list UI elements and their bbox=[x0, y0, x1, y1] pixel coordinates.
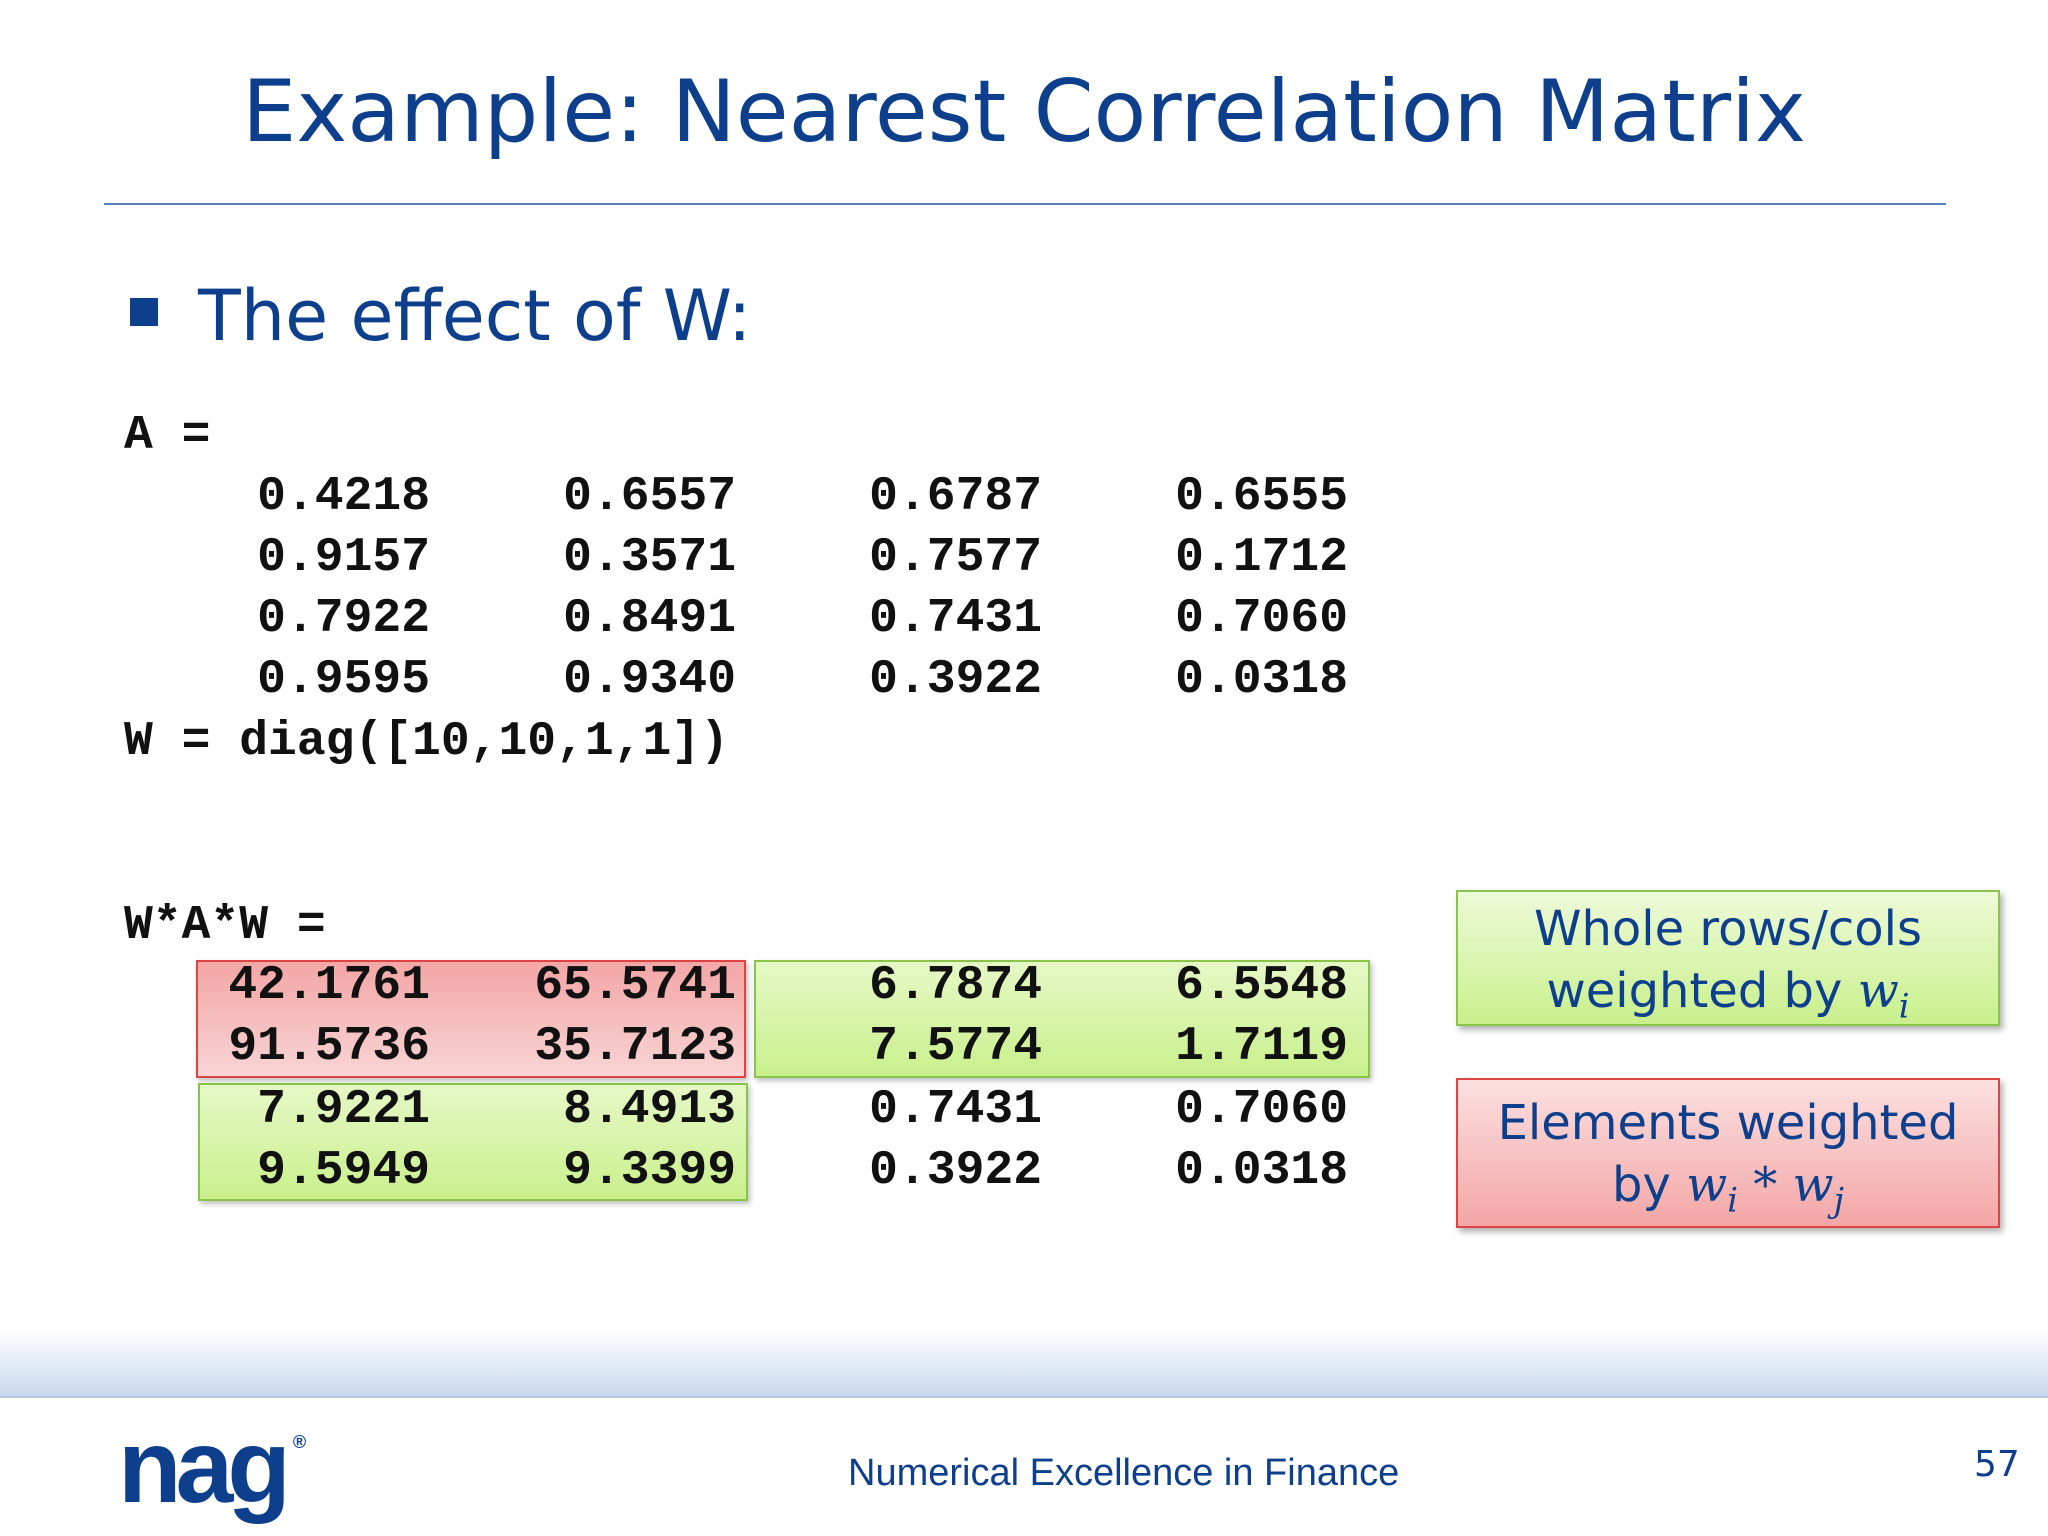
matrix-a-cell: 0.7060 bbox=[1175, 592, 1348, 646]
matrix-wawp-cell: 6.7874 bbox=[869, 959, 1042, 1013]
matrix-a-cell: 0.9340 bbox=[563, 653, 736, 707]
matrix-wawp-cell: 9.3399 bbox=[563, 1144, 736, 1198]
matrix-wawp-cell: 65.5741 bbox=[534, 959, 736, 1013]
matrix-wawp-cell: 0.7060 bbox=[1175, 1083, 1348, 1137]
callout-rows-cols-line1: Whole rows/cols bbox=[1534, 901, 1922, 957]
matrix-a-cell: 0.3922 bbox=[869, 653, 1042, 707]
matrix-a-cell: 0.7577 bbox=[869, 531, 1042, 585]
matrix-a-cell: 0.3571 bbox=[563, 531, 736, 585]
bullet-square-icon bbox=[130, 298, 158, 326]
highlight-block-green-bottom-left bbox=[198, 1083, 748, 1201]
matrix-wawp-cell: 0.0318 bbox=[1175, 1144, 1348, 1198]
callout-rows-cols-line2: weighted by wi bbox=[1458, 960, 1998, 1038]
slide-title: Example: Nearest Correlation Matrix bbox=[242, 62, 1806, 162]
matrix-a-cell: 0.1712 bbox=[1175, 531, 1348, 585]
matrix-a-cell: 0.6787 bbox=[869, 470, 1042, 524]
matrix-wawp-cell: 0.7431 bbox=[869, 1083, 1042, 1137]
callout-elements-text: by bbox=[1611, 1157, 1687, 1213]
math-wi: wi bbox=[1857, 963, 1910, 1026]
registered-mark: ® bbox=[292, 1432, 307, 1452]
bullet-text: The effect of W: bbox=[198, 275, 752, 357]
callout-elements-line2: by wi * wj bbox=[1458, 1154, 1998, 1232]
matrix-wawp-cell: 0.3922 bbox=[869, 1144, 1042, 1198]
matrix-a-cell: 0.9157 bbox=[257, 531, 430, 585]
matrix-wawp-cell: 7.5774 bbox=[869, 1020, 1042, 1074]
footer-band bbox=[0, 1330, 2048, 1396]
callout-elements: Elements weighted by wi * wj bbox=[1456, 1078, 2000, 1228]
math-wi-wj: wi * wj bbox=[1686, 1157, 1844, 1220]
w-definition: W = diag([10,10,1,1]) bbox=[124, 715, 729, 769]
matrix-a-cell: 0.6557 bbox=[563, 470, 736, 524]
matrix-wawp-cell: 91.5736 bbox=[228, 1020, 430, 1074]
matrix-wawp-cell: 35.7123 bbox=[534, 1020, 736, 1074]
footer-divider bbox=[0, 1396, 2048, 1398]
matrix-a-cell: 0.9595 bbox=[257, 653, 430, 707]
matrix-a-cell: 0.7431 bbox=[869, 592, 1042, 646]
callout-elements-line1: Elements weighted bbox=[1497, 1095, 1959, 1151]
matrix-a-cell: 0.0318 bbox=[1175, 653, 1348, 707]
title-divider bbox=[104, 203, 1946, 205]
footer-tagline: Numerical Excellence in Finance bbox=[848, 1452, 1400, 1494]
page-number: 57 bbox=[1974, 1444, 2020, 1485]
matrix-wawp-label: W*A*W = bbox=[124, 899, 326, 953]
matrix-wawp-cell: 42.1761 bbox=[228, 959, 430, 1013]
matrix-a-cell: 0.6555 bbox=[1175, 470, 1348, 524]
callout-rows-cols-text: weighted by bbox=[1546, 963, 1858, 1019]
matrix-wawp-cell: 8.4913 bbox=[563, 1083, 736, 1137]
matrix-a-label: A = bbox=[124, 409, 211, 463]
matrix-a-cell: 0.4218 bbox=[257, 470, 430, 524]
matrix-wawp-cell: 1.7119 bbox=[1175, 1020, 1348, 1074]
matrix-wawp-cell: 6.5548 bbox=[1175, 959, 1348, 1013]
matrix-a-cell: 0.7922 bbox=[257, 592, 430, 646]
nag-logo-text: nag bbox=[118, 1409, 291, 1525]
callout-rows-cols: Whole rows/cols weighted by wi bbox=[1456, 890, 2000, 1026]
highlight-block-green-top-right bbox=[754, 960, 1370, 1078]
nag-logo: nag ® bbox=[118, 1408, 306, 1527]
highlight-block-red bbox=[196, 960, 746, 1078]
matrix-wawp-cell: 7.9221 bbox=[257, 1083, 430, 1137]
matrix-a-cell: 0.8491 bbox=[563, 592, 736, 646]
matrix-wawp-cell: 9.5949 bbox=[257, 1144, 430, 1198]
